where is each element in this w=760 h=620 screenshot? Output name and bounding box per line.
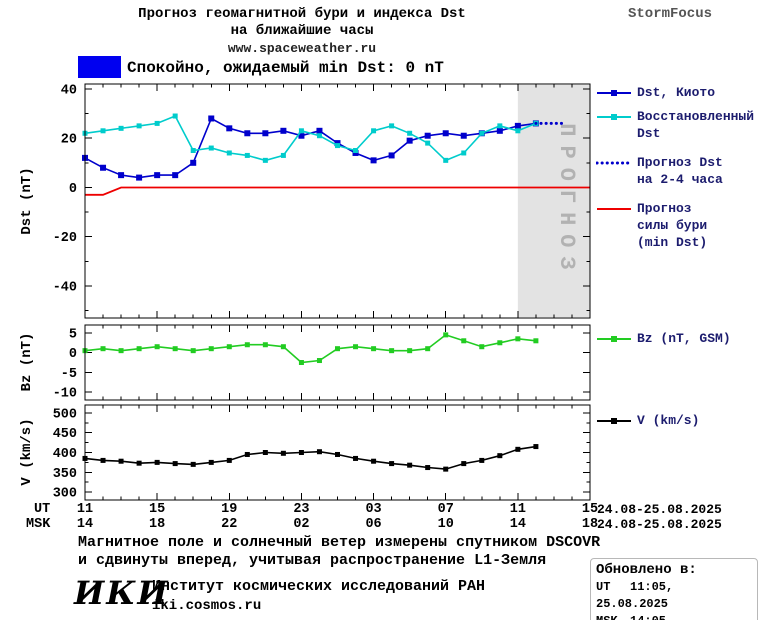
legend-item: Bz (nT, GSM) <box>596 330 731 347</box>
legend-item: Dst, Киото <box>596 84 715 101</box>
institute-name: Институт космических исследований РАН <box>152 578 486 595</box>
y-tick-label: 350 <box>53 467 77 482</box>
forecast-region-label: ПРОГНОЗ <box>554 123 579 278</box>
updated-ut-label: UT <box>596 580 611 594</box>
storm-level-text: Спокойно, ожидаемый min Dst: 0 nT <box>127 59 444 77</box>
updated-row-msk: MSK14:05, 25.08.2025 <box>596 613 752 620</box>
footer-note-line1: Магнитное поле и солнечный ветер измерен… <box>78 534 601 551</box>
y-tick-label: -5 <box>61 367 77 382</box>
v-axis-label: V (km/s) <box>19 418 35 486</box>
series-line <box>84 334 536 364</box>
x-tick-label: 11 <box>76 502 94 517</box>
legend-swatch <box>597 114 631 120</box>
legend-label: Прогноз Dst <box>637 155 723 170</box>
legend-label: (min Dst) <box>637 235 708 250</box>
legend-label: Dst, Киото <box>637 85 716 100</box>
updated-msk-label: MSK <box>596 613 630 620</box>
legend-item: Прогноз Dst на 2-4 часа <box>596 154 723 188</box>
series-line <box>84 114 537 162</box>
y-tick-label: 0 <box>69 182 77 197</box>
y-tick-label: 500 <box>53 407 77 422</box>
page-title: Прогноз геомагнитной бури и индекса Dst <box>138 6 466 22</box>
legend-item: Восстановленный Dst <box>596 108 754 142</box>
iki-logo: ИКИ <box>74 574 170 612</box>
legend-label: Bz (nT, GSM) <box>637 331 731 346</box>
y-tick-label: 20 <box>61 133 77 148</box>
series-line <box>84 445 537 470</box>
y-tick-label: -10 <box>53 387 77 402</box>
y-tick-label: 0 <box>69 347 77 362</box>
legend-swatch <box>596 161 632 165</box>
storm-level-swatch <box>78 56 121 78</box>
institute-site-url: iki.cosmos.ru <box>152 598 262 614</box>
x-tick-label: 14 <box>509 517 526 532</box>
y-tick-label: -20 <box>53 231 77 246</box>
legend-label: Прогноз <box>637 201 692 216</box>
legend-item: Прогноз силы бури (min Dst) <box>596 200 707 251</box>
ut-row-label: UT <box>34 502 51 517</box>
legend-label: Dst <box>637 126 661 141</box>
brand-label: StormFocus <box>628 6 713 22</box>
legend-label: V (km/s) <box>637 413 700 428</box>
x-tick-label: 18 <box>581 517 599 532</box>
updated-msk-value: 14:05, 25.08.2025 <box>596 614 673 620</box>
updated-title: Обновлено в: <box>596 562 697 578</box>
legend-label: Восстановленный <box>637 109 755 124</box>
legend-label: силы бури <box>637 218 708 233</box>
title-block: Прогноз геомагнитной бури и индекса Dst … <box>42 6 562 57</box>
y-tick-label: 300 <box>53 487 77 502</box>
updated-row-ut: UT 11:05, 25.08.2025 <box>596 579 752 613</box>
x-tick-label: 19 <box>221 502 238 517</box>
x-tick-label: 02 <box>293 517 310 532</box>
ut-date-range: 24.08-25.08.2025 <box>597 502 722 517</box>
x-tick-label: 10 <box>437 517 454 532</box>
site-url-header: www.spaceweather.ru <box>227 41 377 56</box>
legend-item: V (km/s) <box>596 412 699 429</box>
page-title-line2: на ближайшие часы <box>230 23 374 39</box>
x-tick-label: 22 <box>221 517 238 532</box>
y-tick-label: 40 <box>61 83 77 98</box>
x-tick-label: 15 <box>581 502 599 517</box>
y-tick-label: 450 <box>53 427 77 442</box>
legend-swatch <box>597 418 631 424</box>
x-tick-label: 06 <box>365 517 382 532</box>
series-line <box>85 186 590 196</box>
x-tick-label: 23 <box>293 502 310 517</box>
legend-swatch <box>597 90 631 96</box>
x-tick-label: 03 <box>365 502 382 517</box>
y-tick-label: 400 <box>53 447 77 462</box>
legend-swatch <box>597 336 631 342</box>
legend-swatch <box>597 208 631 210</box>
updated-ut-value: 11:05, 25.08.2025 <box>596 580 674 611</box>
x-tick-label: 15 <box>149 502 166 517</box>
x-tick-label: 14 <box>76 517 94 532</box>
msk-row-label: MSK <box>26 517 51 532</box>
bz-axis-label: Bz (nT) <box>19 332 35 392</box>
y-tick-label: -40 <box>53 280 77 295</box>
x-tick-label: 07 <box>437 502 454 517</box>
msk-date-range: 24.08-25.08.2025 <box>597 517 722 532</box>
x-tick-label: 18 <box>149 517 166 532</box>
y-tick-label: 5 <box>69 327 77 342</box>
footer-note-line2: и сдвинуты вперед, учитывая распростране… <box>78 552 547 569</box>
dst-axis-label: Dst (nT) <box>19 167 35 235</box>
x-tick-label: 11 <box>509 502 526 517</box>
legend-label: на 2-4 часа <box>637 172 723 187</box>
